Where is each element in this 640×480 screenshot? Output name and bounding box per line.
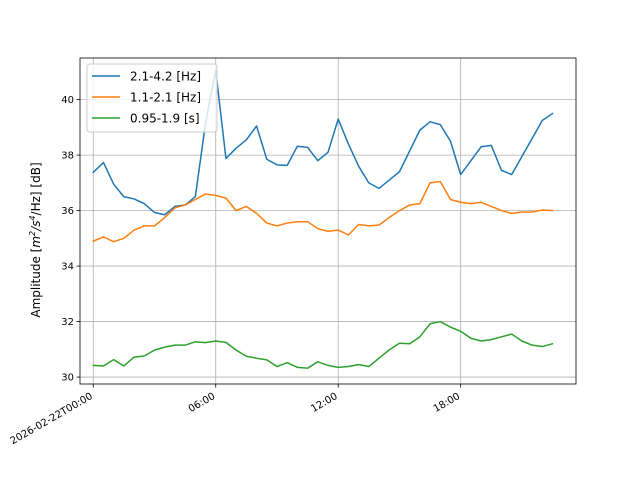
y-tick-label: 36	[61, 206, 74, 217]
legend-label: 1.1-2.1 [Hz]	[130, 91, 201, 105]
legend-entries: 2.1-4.2 [Hz] 1.1-2.1 [Hz] 0.95-1.9 [s]	[92, 70, 201, 126]
series-line-1	[92, 69, 554, 216]
y-tick-label: 32	[61, 317, 74, 328]
grid	[80, 58, 576, 384]
ylabel-unit-m: m	[29, 236, 43, 248]
plot-frame	[79, 57, 577, 385]
y-tick-label: 30	[61, 373, 74, 384]
legend: 2.1-4.2 [Hz] 1.1-2.1 [Hz] 0.95-1.9 [s]	[86, 63, 218, 133]
ylabel-tail: /Hz] [dB]	[29, 162, 43, 215]
y-tick-label: 34	[61, 262, 74, 273]
legend-label: 2.1-4.2 [Hz]	[130, 70, 201, 84]
series-lines	[92, 69, 554, 369]
series-line-2	[92, 180, 554, 243]
ylabel-prefix: Amplitude [	[29, 248, 43, 318]
ylabel-exp-2: 2	[28, 231, 37, 236]
y-tick-label: 38	[61, 151, 74, 162]
legend-box	[86, 63, 218, 133]
y-axis-ticks: 30 32 34 36 38 40	[61, 95, 80, 384]
y-tick-label: 40	[61, 95, 74, 106]
ylabel-mid: /s	[29, 221, 43, 232]
ylabel-exp-4: 4	[28, 215, 37, 220]
legend-label: 0.95-1.9 [s]	[130, 112, 200, 126]
y-axis-label: Amplitude [m2/s4/Hz] [dB]	[28, 162, 43, 317]
series-line-3	[92, 320, 554, 369]
